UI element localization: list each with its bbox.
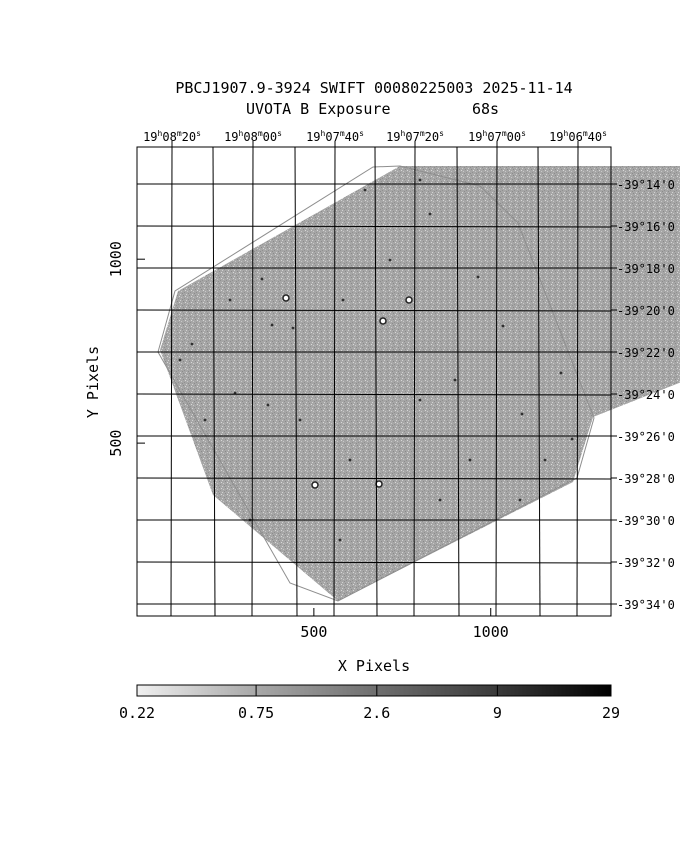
x-tick-label: 1000	[473, 623, 509, 641]
ra-grid-line	[170, 146, 173, 617]
dec-tick-label: -39°18'0	[617, 262, 675, 276]
star-source	[233, 391, 237, 395]
dec-tick-label: -39°20'0	[617, 304, 675, 318]
dec-tick-label: -39°28'0	[617, 472, 675, 486]
star-source	[298, 418, 302, 422]
plot-frame	[136, 146, 612, 617]
dec-tick-label: -39°24'0	[617, 388, 675, 402]
star-source	[418, 178, 422, 182]
star-source	[453, 378, 457, 382]
title-line-1: PBCJ1907.9-3924 SWIFT 00080225003 2025-1…	[175, 79, 572, 97]
dec-grid-line	[136, 477, 612, 480]
star-source	[438, 498, 442, 502]
colorbar-label: 29	[602, 704, 620, 722]
ra-tick-label: 19h07m00s	[468, 129, 526, 144]
ra-grid-line	[495, 146, 498, 617]
star-source	[203, 418, 207, 422]
ra-tick-label: 19h07m20s	[386, 129, 444, 144]
dec-grid-line	[136, 393, 612, 396]
colorbar-labels: 0.22 0.75 2.6 9 29	[119, 704, 620, 722]
star-source	[270, 323, 274, 327]
ra-grid-line	[374, 146, 378, 617]
star-source	[338, 538, 342, 542]
dec-tick-labels: -39°14'0 -39°16'0 -39°18'0 -39°20'0 -39°22'0…	[611, 178, 675, 612]
exposure-footprint	[160, 166, 680, 601]
star-source	[190, 342, 194, 346]
star-source	[348, 458, 352, 462]
star-source	[428, 212, 432, 216]
ra-grid-line	[413, 146, 416, 617]
star-source	[260, 277, 264, 281]
y-tick-label: 1000	[107, 241, 125, 277]
dec-tick-label: -39°26'0	[617, 430, 675, 444]
colorbar	[136, 684, 612, 697]
ra-grid-line	[576, 146, 579, 617]
ra-tick-label: 19h08m20s	[143, 129, 201, 144]
dec-tick-label: -39°14'0	[617, 178, 675, 192]
star-source	[518, 498, 522, 502]
star-source	[405, 296, 413, 304]
dec-tick-label: -39°22'0	[617, 346, 675, 360]
star-source	[282, 294, 290, 302]
ra-grid-line	[333, 146, 336, 617]
star-source	[476, 275, 480, 279]
ra-tick-label: 19h07m40s	[306, 129, 364, 144]
ra-tick-label: 19h08m00s	[224, 129, 282, 144]
coordinate-grid	[136, 146, 612, 617]
ra-grid-line	[294, 146, 298, 617]
ra-grid-line	[212, 146, 216, 617]
star-source	[520, 412, 524, 416]
star-source	[291, 326, 295, 330]
star-source	[379, 317, 387, 325]
dec-tick-label: -39°32'0	[617, 556, 675, 570]
ra-grid-line	[251, 146, 254, 617]
x-axis-label: X Pixels	[338, 657, 410, 675]
dec-grid-line	[136, 225, 612, 228]
star-source	[341, 298, 345, 302]
star-source	[228, 298, 232, 302]
colorbar-label: 2.6	[363, 704, 390, 722]
ra-grid-line	[537, 146, 541, 617]
star-source	[543, 458, 547, 462]
title-line-2-label: UVOTA B Exposure	[246, 100, 391, 118]
colorbar-label: 9	[493, 704, 502, 722]
star-source	[363, 188, 367, 192]
star-source	[266, 403, 270, 407]
dec-tick-label: -39°16'0	[617, 220, 675, 234]
star-source	[418, 398, 422, 402]
dec-tick-label: -39°34'0	[617, 598, 675, 612]
star-source	[311, 481, 319, 489]
star-source	[468, 458, 472, 462]
colorbar-ticks	[136, 685, 612, 696]
y-axis-label: Y Pixels	[84, 346, 102, 418]
colorbar-label: 0.75	[238, 704, 274, 722]
star-source	[178, 358, 182, 362]
star-sources	[178, 178, 574, 542]
star-source	[388, 258, 392, 262]
colorbar-label: 0.22	[119, 704, 155, 722]
star-source	[501, 324, 505, 328]
dec-grid-line	[136, 561, 612, 564]
ra-grid-line	[456, 146, 460, 617]
ra-tick-labels: 19h08m20s 19h08m00s 19h07m40s 19h07m20s 19h0…	[143, 129, 607, 147]
y-tick-label: 500	[107, 430, 125, 457]
dec-tick-label: -39°30'0	[617, 514, 675, 528]
star-source	[559, 371, 563, 375]
title-line-2-value: 68s	[472, 100, 499, 118]
pixel-axes: 500 1000 500 1000	[107, 241, 509, 641]
dec-grid-line	[136, 309, 612, 312]
x-tick-label: 500	[300, 623, 327, 641]
star-source	[570, 437, 574, 441]
ra-tick-label: 19h06m40s	[549, 129, 607, 144]
